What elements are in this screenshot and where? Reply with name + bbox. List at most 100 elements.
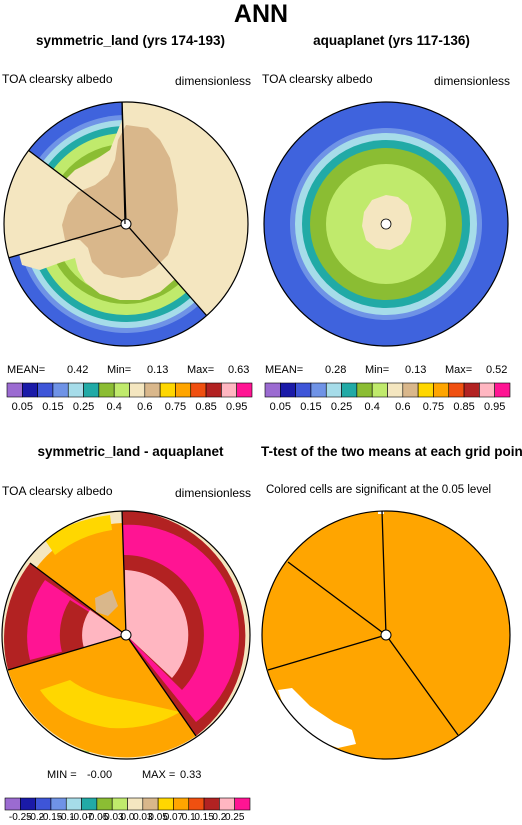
colorbar-2-tick-label: 0.85: [453, 401, 475, 413]
cb1-swatch: [205, 382, 222, 398]
cb2-swatch: [387, 382, 404, 398]
colorbar-1-tick-label: 0.15: [42, 401, 64, 413]
colorbar-1-tick-label: 0.4: [106, 401, 122, 413]
colorbar-panel-1: [6, 382, 253, 398]
cb3-swatch: [111, 797, 128, 811]
cb1-swatch: [98, 382, 115, 398]
panel-4-map: [262, 511, 510, 759]
cb1-swatch: [52, 382, 69, 398]
panel-3-variable-label: TOA clearsky albedo: [2, 484, 113, 498]
panel-2-units-label: dimensionless: [434, 74, 511, 88]
colorbar-3-tick-label: 0.05: [148, 812, 168, 823]
colorbar-1-tick-label: 0.25: [72, 401, 95, 413]
panel-2-stats: MEAN= 0.28 Min= 0.13 Max= 0.52: [265, 364, 508, 376]
panel-1-title: symmetric_land (yrs 174-193): [35, 33, 226, 48]
colorbar-3-tick-label: -0.2: [27, 812, 45, 823]
colorbar-3-tick-label: -0.25: [8, 812, 32, 823]
cb3-swatch: [188, 797, 205, 811]
cb3-swatch: [96, 797, 113, 811]
colorbar-2-tick-label: 0.4: [364, 401, 380, 413]
cb3-swatch: [234, 797, 251, 811]
cb3-swatch: [203, 797, 220, 811]
cb1-swatch: [22, 382, 38, 398]
panel-3-stats: MIN = -0.00 MAX = 0.33: [47, 769, 202, 781]
cb1-swatch: [190, 382, 207, 398]
cb1-swatch: [221, 382, 237, 398]
cb2-swatch: [295, 382, 312, 398]
colorbar-3-tick-label: -0.05: [85, 812, 109, 823]
cb2-swatch: [341, 382, 358, 398]
colorbar-3-tick-label: -0.15: [39, 812, 63, 823]
colorbar-3-tick-label: 0.2: [212, 812, 227, 823]
cb1-swatch: [6, 382, 23, 398]
cb3-swatch: [65, 797, 82, 811]
cb2-swatch: [479, 382, 495, 398]
cb2-swatch: [356, 382, 373, 398]
cb3-swatch: [127, 797, 144, 811]
cb1-swatch: [236, 382, 253, 398]
colorbar-3-tick-label: -0.1: [57, 812, 75, 823]
colorbar-3-tick-label: 0.25: [224, 812, 245, 823]
panel-1-map: [4, 102, 248, 346]
panel-1-variable-label: TOA clearsky albedo: [2, 72, 113, 86]
colorbar-panel-3: [4, 797, 251, 811]
colorbar-3-tick-label: 0.1: [181, 812, 196, 823]
panel-2-map: [264, 102, 508, 346]
colorbar-panel-2: [264, 382, 511, 398]
panel-3-title: symmetric_land - aquaplanet: [37, 444, 224, 459]
cb2-swatch: [280, 382, 296, 398]
panel-4-title: T-test of the two means at each grid poi…: [261, 444, 522, 459]
panel-4-note: Colored cells are significant at the 0.0…: [266, 484, 492, 496]
p1-map-border: [3, 101, 249, 347]
cb2-swatch: [371, 382, 388, 398]
cb1-swatch: [67, 382, 84, 398]
cb1-swatch: [129, 382, 146, 398]
cb3-swatch: [142, 797, 159, 811]
colorbar-1-tick-label: 0.05: [11, 401, 34, 413]
cb3-swatch: [4, 797, 21, 811]
cb3-swatch: [157, 797, 174, 811]
cb2-swatch: [448, 382, 465, 398]
cb1-swatch: [144, 382, 161, 398]
p1-land-tan: [62, 125, 178, 278]
p3-map-border: [1, 510, 251, 760]
colorbar-1-tick-label: 0.85: [195, 401, 217, 413]
p2-map-border: [263, 101, 509, 347]
cb2-swatch: [417, 382, 434, 398]
colorbar-2-tick-label: 0.15: [300, 401, 322, 413]
cb2-swatch: [325, 382, 342, 398]
colorbar-2-tick-label: 0.75: [422, 401, 445, 413]
p4-insignificant-patch-south: [278, 688, 356, 748]
cb3-swatch: [35, 797, 52, 811]
colorbar-2-tick-label: 0.6: [395, 401, 411, 413]
main-title: ANN: [233, 0, 289, 28]
colorbar-3-tick-label: -0.07: [70, 812, 93, 823]
cb2-swatch: [310, 382, 327, 398]
cb1-swatch: [175, 382, 192, 398]
colorbar-1-tick-label: 0.75: [164, 401, 187, 413]
colorbar-3-tick-label: 0.03: [133, 812, 153, 823]
colorbar-1-tick-label: 0.6: [137, 401, 153, 413]
cb2-swatch: [402, 382, 419, 398]
panel-1-units-label: dimensionless: [175, 74, 252, 88]
p4-map-border: [261, 510, 511, 760]
panel-2-title: aquaplanet (yrs 117-136): [313, 33, 470, 48]
cb2-swatch: [494, 382, 511, 398]
colorbar-2-tick-label: 0.25: [330, 401, 353, 413]
colorbar-2-tick-label: 0.95: [483, 401, 506, 413]
cb2-swatch: [463, 382, 480, 398]
cb2-swatch: [433, 382, 450, 398]
cb3-swatch: [20, 797, 36, 811]
cb3-swatch: [81, 797, 98, 811]
cb3-swatch: [219, 797, 235, 811]
panel-2-variable-label: TOA clearsky albedo: [262, 72, 373, 86]
cb1-swatch: [83, 382, 100, 398]
cb1-swatch: [37, 382, 54, 398]
cb3-swatch: [50, 797, 67, 811]
colorbar-1-tick-label: 0.95: [225, 401, 248, 413]
panel-1-stats: MEAN= 0.42 Min= 0.13 Max= 0.63: [7, 364, 250, 376]
colorbar-3-tick-label: 0.07: [163, 812, 184, 823]
cb3-swatch: [173, 797, 190, 811]
colorbar-2-tick-label: 0.05: [269, 401, 292, 413]
